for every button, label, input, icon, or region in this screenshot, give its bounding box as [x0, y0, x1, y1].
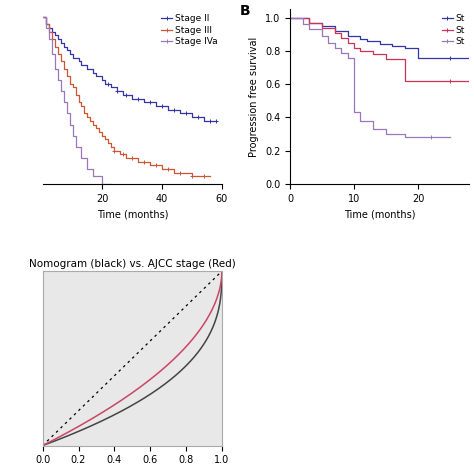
- Legend: Stage II, Stage III, Stage IVa: Stage II, Stage III, Stage IVa: [161, 14, 218, 46]
- X-axis label: Time (months): Time (months): [97, 209, 168, 219]
- X-axis label: Time (months): Time (months): [344, 209, 415, 219]
- Y-axis label: Progression free survival: Progression free survival: [249, 36, 259, 157]
- Title: Nomogram (black) vs. AJCC stage (Red): Nomogram (black) vs. AJCC stage (Red): [29, 259, 236, 269]
- Legend: St, St, St: St, St, St: [442, 14, 465, 46]
- Text: B: B: [240, 4, 250, 18]
